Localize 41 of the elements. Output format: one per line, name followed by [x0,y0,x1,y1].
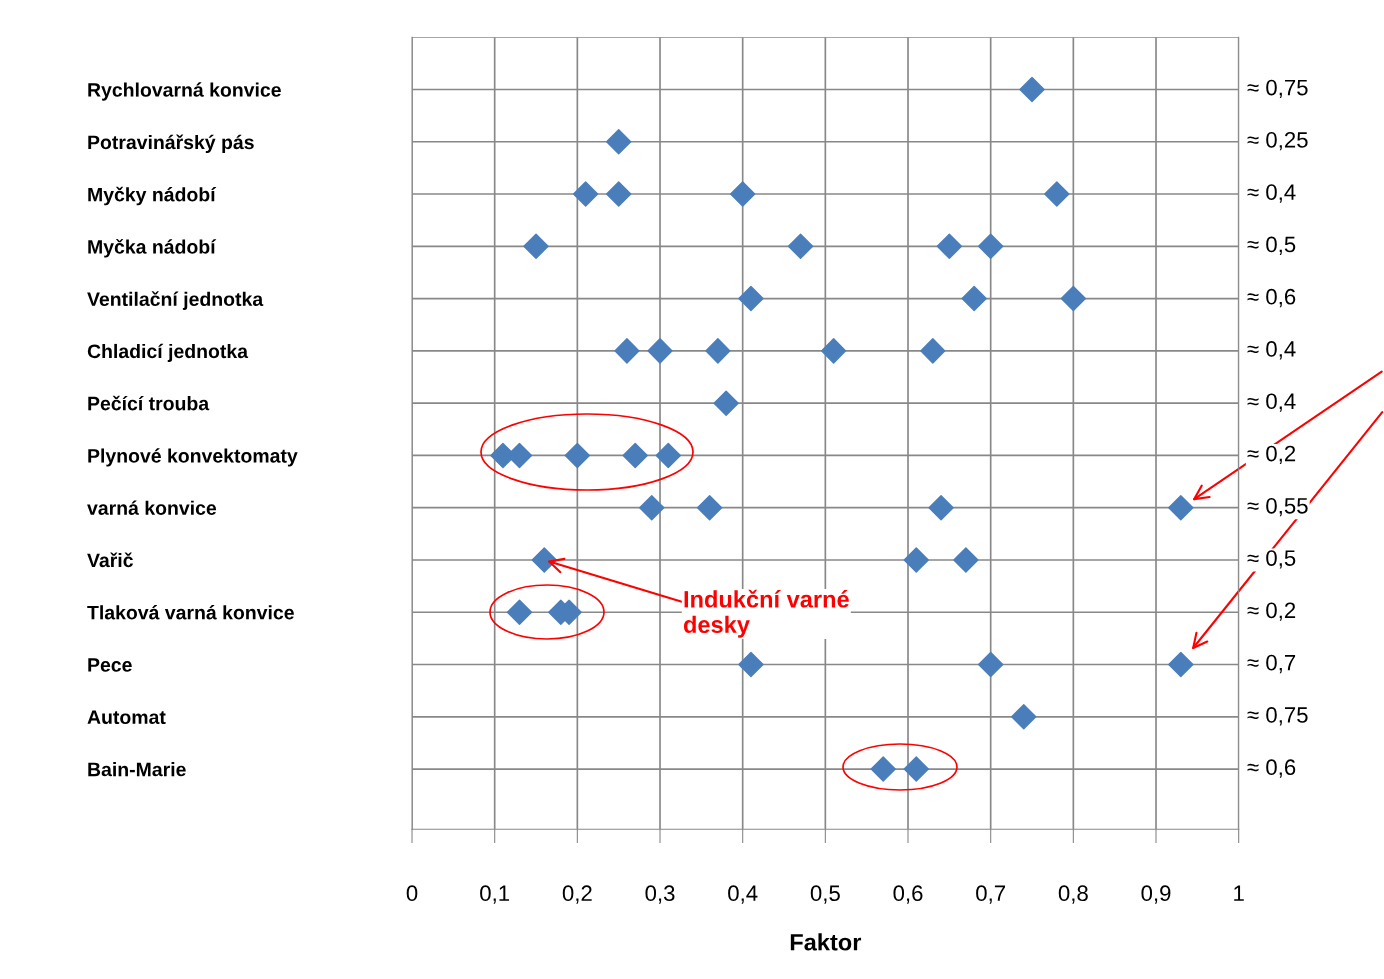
x-tick-label: 0,1 [480,885,510,904]
y-tick-label: Chladicí jednotka [87,343,249,363]
x-tick-label: 0 [406,885,418,902]
y2-tick-label: ≈ 0,4 [1247,341,1296,360]
y-tick-label: Ventilační jednotka [87,291,264,310]
y2-tick-label: ≈ 0,75 [1247,79,1308,99]
y2-tick-label: ≈ 0,6 [1247,288,1296,308]
y-tick-label: Plynové konvektomaty [88,448,298,467]
y2-tick-label: ≈ 0,5 [1247,236,1296,255]
y-tick-label: Potravinářský pás [88,134,254,154]
y2-tick-label: ≈ 0,7 [1247,654,1296,674]
x-tick-label: 0,2 [562,885,592,904]
x-tick-label: 0,8 [1058,885,1088,904]
y-tick-label: Tlaková varná konvice [87,605,294,620]
y2-tick-label: ≈ 0,2 [1247,445,1296,465]
y-tick-label: Automat [87,710,166,725]
y-tick-label: Myčky nádobí [88,186,217,206]
y2-tick-label: ≈ 0,5 [1247,550,1296,569]
x-tick-label: 0,7 [976,885,1006,904]
x-tick-label: 0,5 [810,885,840,904]
y-tick-label: Myčka nádobí [88,239,217,258]
y-tick-label: Pečící trouba [88,395,210,411]
y2-tick-label: ≈ 0,55 [1247,497,1308,517]
y2-tick-label: ≈ 0,6 [1247,759,1296,778]
y2-tick-label: ≈ 0,2 [1247,602,1296,621]
y2-tick-label: ≈ 0,25 [1247,131,1308,151]
x-axis-title: Faktor [790,933,862,951]
annotation: Indukční varné desky [683,589,849,638]
y2-tick-label: ≈ 0,75 [1247,707,1308,726]
y-tick-label: Bain-Marie [88,762,186,777]
y-tick-label: Pece [88,658,132,672]
x-tick-label: 0,4 [728,885,758,904]
y-tick-label: Vařič [87,552,133,568]
y2-tick-label: ≈ 0,4 [1247,184,1296,203]
x-tick-label: 0,9 [1141,885,1171,904]
y2-tick-label: ≈ 0,4 [1247,393,1296,412]
x-tick-label: 0,3 [645,885,675,904]
x-tick-label: 1 [1234,885,1244,901]
y-tick-label: Rychlovarná konvice [88,82,281,101]
y-tick-label: varná konvice [87,500,217,515]
x-tick-label: 0,6 [893,885,923,904]
